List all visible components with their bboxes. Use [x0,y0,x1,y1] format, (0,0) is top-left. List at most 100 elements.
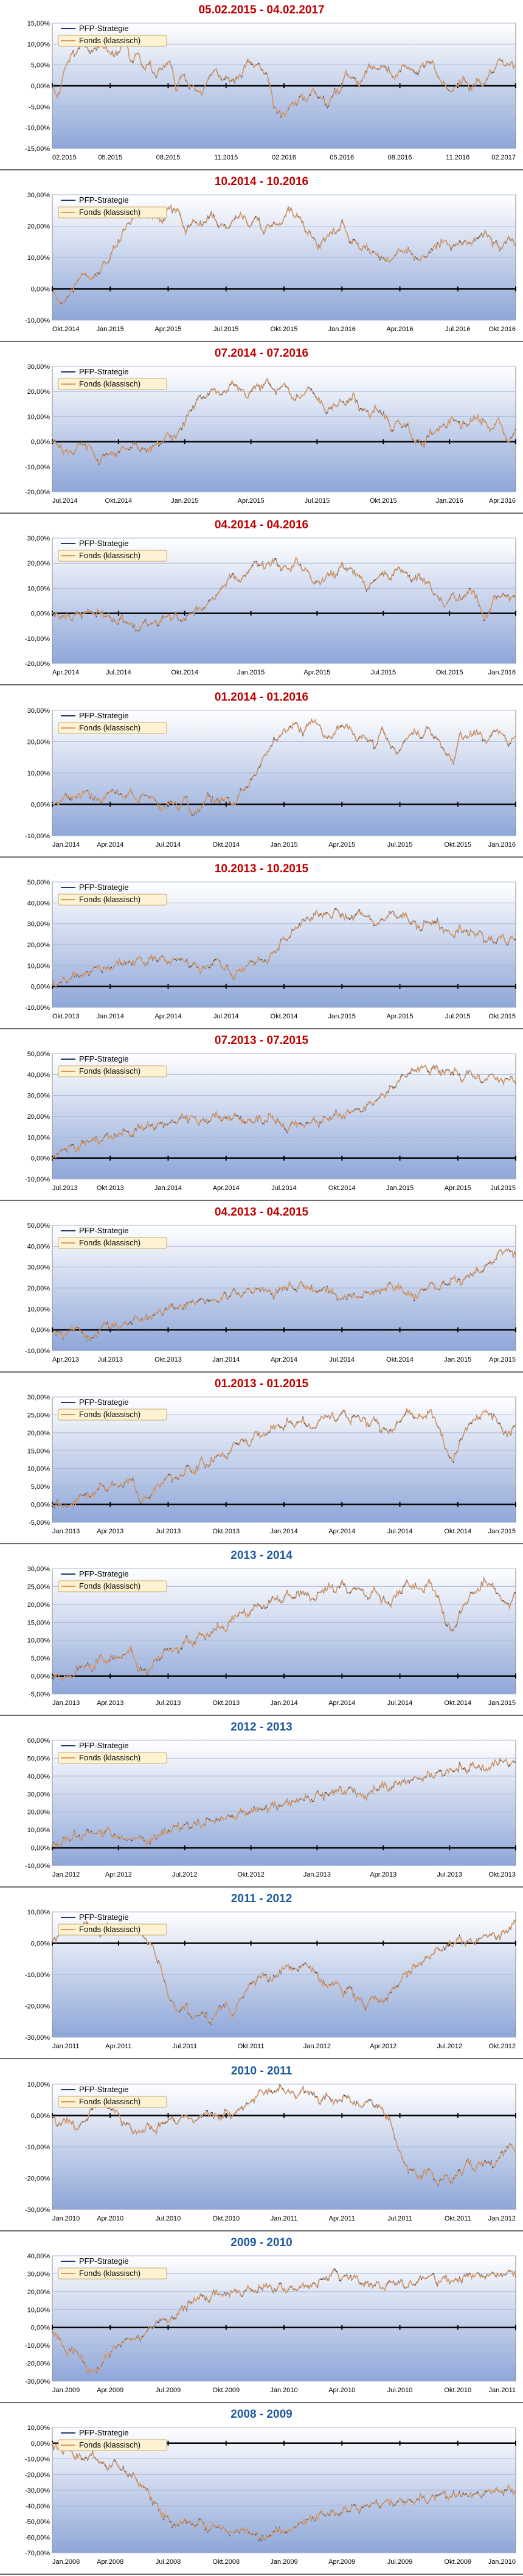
x-tick-label: 11.2016 [446,154,469,161]
y-tick-label: -10,00% [25,1348,50,1355]
y-tick-label: 10,00% [27,254,50,262]
x-tick-label: Okt.2013 [52,1013,80,1020]
y-tick-label: -20,00% [25,660,50,668]
y-tick-label: 20,00% [27,1113,50,1121]
x-tick-label: Jan.2011 [489,2387,516,2394]
x-tick-label: Jan.2012 [52,1871,80,1878]
x-tick-label: Jan.2014 [52,841,80,849]
x-tick-label: Apr.2016 [386,326,413,333]
x-tick-label: Jul.2013 [437,1871,462,1878]
panel-separator [0,1715,523,1716]
x-tick-label: Jan.2014 [154,1185,182,1192]
x-tick-label: Jul.2014 [213,1013,239,1020]
y-tick-label: 50,00% [27,1222,50,1230]
x-tick-label: Jul.2011 [172,2043,197,2050]
y-tick-label: -10,00% [25,1176,50,1183]
x-tick-label: Jul.2013 [156,1528,181,1535]
y-tick-label: -10,00% [25,1863,50,1870]
chart-title: 2011 - 2012 [230,1892,293,1905]
legend-pfp-label: PFP-Strategie [79,1054,129,1063]
chart-panel-8: 04.2013 - 04.2015 50,00% 40,00% 30,00% 20,00… [0,1202,523,1374]
x-tick-label: Jan.2012 [303,2043,331,2050]
x-tick-label: Jan.2014 [270,1528,297,1535]
legend-pfp-label: PFP-Strategie [79,2256,129,2266]
x-tick-label: Jul.2015 [305,497,330,505]
y-tick-label: 10,00% [27,2306,50,2314]
y-tick-label: 0,00% [31,1845,50,1852]
panel-separator [0,513,523,514]
y-tick-label: 10,00% [27,585,50,592]
legend: PFP-Strategie Fonds (klassisch) [58,2256,167,2280]
y-tick-label: 60,00% [27,1737,50,1745]
y-tick-label: 50,00% [27,1755,50,1762]
x-tick-label: Apr.2015 [328,841,355,849]
series-line-fonds [52,1064,516,1160]
x-tick-label: Jul.2015 [387,841,413,849]
x-tick-label: 08.2015 [156,154,181,161]
x-tick-label: 02.2017 [491,154,516,161]
x-tick-label: Apr.2014 [97,841,123,849]
x-tick-label: Okt.2014 [444,1528,471,1535]
y-tick-label: 15,00% [27,1447,50,1455]
legend-fonds-box [58,1237,167,1249]
y-tick-label: 30,00% [27,535,50,542]
y-tick-label: -10,00% [25,2456,50,2463]
x-tick-label: Jul.2014 [329,1356,355,1363]
chart-panel-6: 10.2013 - 10.2015 50,00% 40,00% 30,00% 20,00… [0,859,523,1031]
x-tick-label: Okt.2014 [386,1356,414,1363]
y-tick-label: 20,00% [27,223,50,231]
line-chart: 10,00% 0,00% -10,00% -20,00% -30,00% -40,00% -… [25,2424,516,2566]
y-tick-label: 40,00% [27,1773,50,1780]
x-tick-label: Jan.2010 [488,2558,516,2566]
legend-pfp-label: PFP-Strategie [79,367,129,376]
y-tick-label: -10,00% [25,317,50,324]
chart-panel-14: 2009 - 2010 40,00% 30,00% 20,00% 10,00% 0,00%… [0,2233,523,2404]
x-tick-label: Jan.2015 [237,669,265,676]
x-tick-label: Apr.2009 [328,2558,355,2566]
y-tick-label: 10,00% [27,1827,50,1834]
legend-pfp-label: PFP-Strategie [79,1741,129,1750]
chart-title: 05.02.2015 - 04.02.2017 [198,4,325,16]
panel-separator [0,1543,523,1544]
series-line-fonds [52,1758,516,1848]
legend-fonds-box [58,378,167,390]
series-line-fonds [52,2269,516,2375]
y-tick-label: 20,00% [27,1601,50,1609]
x-tick-label: Jan.2015 [171,497,198,505]
y-tick-label: -20,00% [25,2175,50,2183]
y-tick-label: 10,00% [27,1466,50,1473]
legend-fonds-box [58,2439,167,2451]
y-tick-label: 20,00% [27,739,50,746]
chart-panel-10: 2013 - 2014 30,00% 25,00% 20,00% 15,00% 10,00… [0,1545,523,1717]
chart-panel-4: 04.2014 - 04.2016 30,00% 20,00% 10,00% 0,00%… [0,515,523,687]
y-tick-label: 0,00% [31,83,50,90]
chart-title: 04.2013 - 04.2015 [214,1206,309,1219]
y-tick-label: -10,00% [25,1004,50,1012]
line-chart: 15,00% 10,00% 5,00% 0,00% -5,00% -10,00% -15,0… [25,20,516,161]
x-tick-label: Okt.2014 [444,1699,471,1707]
x-tick-label: Jan.2013 [52,1699,80,1707]
y-tick-label: -10,00% [25,635,50,643]
legend: PFP-Strategie Fonds (klassisch) [58,2085,167,2108]
legend-pfp-label: PFP-Strategie [79,2085,129,2094]
legend-pfp-label: PFP-Strategie [79,1913,129,1922]
x-tick-label: Jan.2014 [97,1013,124,1020]
legend: PFP-Strategie Fonds (klassisch) [58,883,167,906]
x-tick-label: Jan.2010 [52,2215,80,2222]
x-tick-label: Jul.2014 [106,669,131,676]
x-tick-label: Jul.2014 [156,841,181,849]
x-tick-label: Okt.2014 [328,1185,356,1192]
x-tick-label: Apr.2014 [328,1528,355,1535]
y-tick-label: 50,00% [27,1051,50,1058]
y-tick-label: 0,00% [31,286,50,293]
chart-title: 2010 - 2011 [230,2065,293,2077]
legend-fonds-box [58,550,167,562]
x-tick-label: 11.2015 [214,154,238,161]
panel-separator [0,856,523,858]
x-tick-label: Apr.2014 [213,1185,240,1192]
y-tick-label: 25,00% [27,1583,50,1591]
y-tick-label: 15,00% [27,20,50,27]
series-line-fonds [52,1577,516,1681]
x-tick-label: Jan.2010 [270,2387,297,2394]
x-tick-label: Jul.2012 [437,2043,462,2050]
